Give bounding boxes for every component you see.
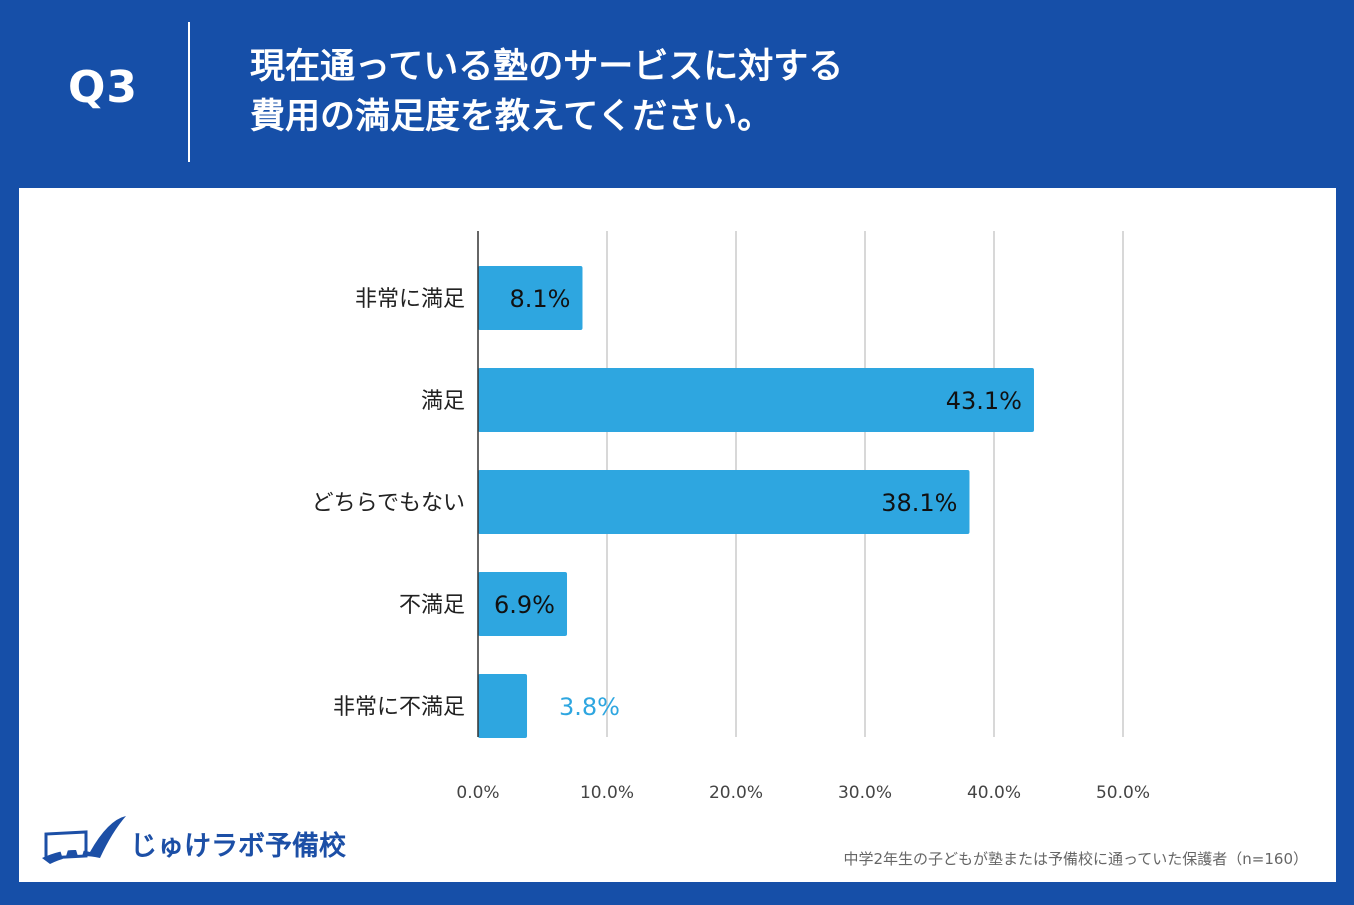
question-number: Q3 <box>68 62 139 113</box>
x-tick-label: 50.0% <box>1096 783 1150 803</box>
x-tick-label: 10.0% <box>580 783 634 803</box>
chart-panel: 0.0% 10.0% 20.0% 30.0% 40.0% 50.0% 非常に満足 8.1% 満足… <box>19 188 1336 882</box>
logo-text: じゅけラボ予備校 <box>130 831 346 862</box>
data-label: 8.1% <box>510 285 571 313</box>
bar <box>478 674 528 738</box>
header-divider <box>188 22 190 162</box>
bar <box>478 470 970 534</box>
category-label: 不満足 <box>399 593 465 618</box>
bar <box>478 266 583 330</box>
book-logo-icon <box>42 816 126 864</box>
x-tick-label: 0.0% <box>456 783 499 803</box>
bar <box>478 368 1034 432</box>
data-label: 43.1% <box>946 387 1022 415</box>
data-label: 6.9% <box>494 591 555 619</box>
x-tick-label: 40.0% <box>967 783 1021 803</box>
data-label: 3.8% <box>559 693 620 721</box>
logo: じゅけラボ予備校 <box>38 812 358 872</box>
header: Q3 現在通っている塾のサービスに対する 費用の満足度を教えてください。 <box>0 0 1354 188</box>
category-label: 非常に満足 <box>355 287 465 312</box>
question-title-line2: 費用の満足度を教えてください。 <box>250 97 773 137</box>
footnote: 中学2年生の子どもが塾または予備校に通っていた保護者（n=160） <box>843 850 1308 868</box>
question-title: 現在通っている塾のサービスに対する 費用の満足度を教えてください。 <box>250 42 843 142</box>
bar-chart: 0.0% 10.0% 20.0% 30.0% 40.0% 50.0% 非常に満足 8.1% 満足… <box>312 231 1150 803</box>
category-label: 非常に不満足 <box>333 695 465 720</box>
data-label: 38.1% <box>881 489 957 517</box>
x-tick-label: 30.0% <box>838 783 892 803</box>
question-title-line1: 現在通っている塾のサービスに対する <box>250 47 844 87</box>
category-label: 満足 <box>421 389 465 414</box>
x-tick-label: 20.0% <box>709 783 763 803</box>
category-label: どちらでもない <box>312 491 465 516</box>
bar <box>478 572 568 636</box>
